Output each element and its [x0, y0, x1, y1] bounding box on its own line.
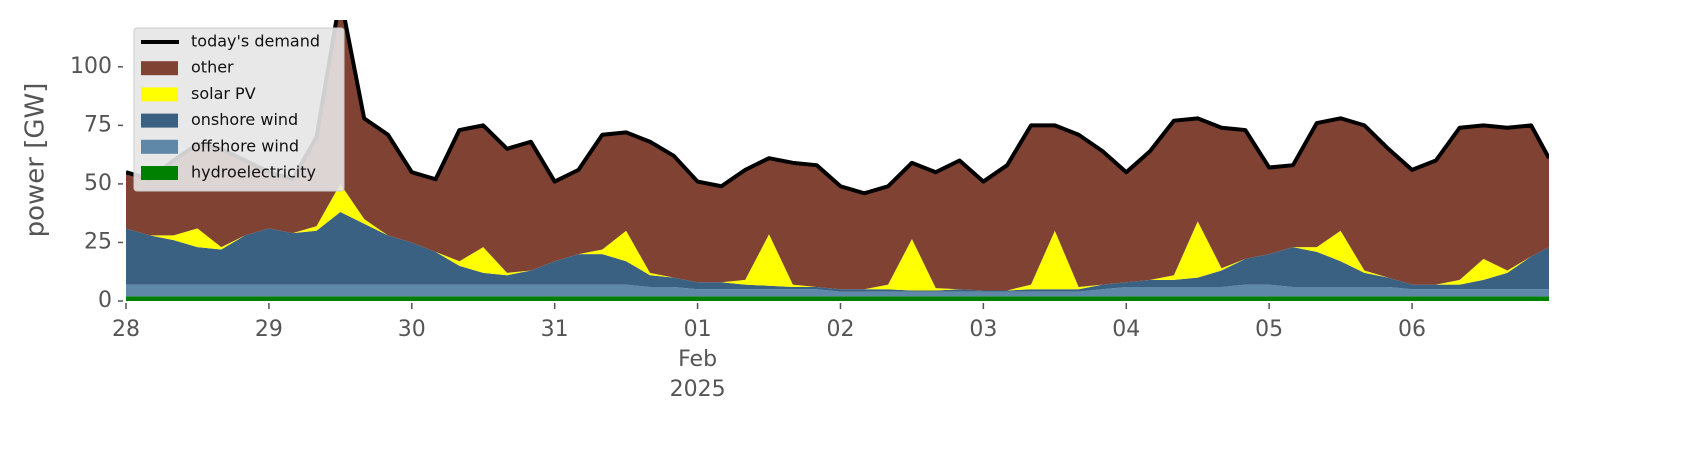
- legend-swatch: [141, 166, 178, 180]
- x-tick-label: 29: [255, 317, 283, 342]
- x-tick-label: 02: [826, 317, 854, 342]
- legend-label: onshore wind: [191, 110, 298, 129]
- x-tick-label: 01 Feb 2025: [670, 317, 726, 402]
- area: [126, 296, 1549, 301]
- y-tick-label: 50: [84, 171, 112, 196]
- x-tick-label: 30: [398, 317, 426, 342]
- y-tick-label: 25: [84, 229, 112, 254]
- area: [126, 284, 1549, 297]
- x-tick-label: 31: [541, 317, 569, 342]
- legend-label: offshore wind: [191, 136, 299, 155]
- legend-swatch: [141, 87, 178, 102]
- axes: 0 25 50 75 100 28 29 30 31 01 Feb 2025 02 03 04 05 06: [70, 54, 1549, 402]
- y-axis-label: power [GW]: [21, 83, 51, 238]
- legend-box: [133, 27, 345, 192]
- x-tick-label: 06: [1398, 317, 1426, 342]
- x-tick-label: 28: [112, 317, 140, 342]
- y-tick-label: 75: [84, 112, 112, 137]
- legend-swatch: [141, 139, 178, 154]
- plot-area: [126, 20, 1549, 301]
- y-tick-label: 0: [98, 288, 112, 313]
- legend-swatch: [141, 61, 178, 76]
- legend-label: other: [191, 58, 234, 77]
- area: [126, 20, 1549, 291]
- demand-line: [126, 20, 1549, 196]
- legend-label: today's demand: [191, 32, 320, 51]
- area: [126, 212, 1549, 292]
- legend: today's demand other solar PV onshore wind o…: [133, 27, 345, 192]
- area: [126, 183, 1549, 291]
- legend-label: hydroelectricity: [191, 163, 316, 182]
- x-tick-label: 03: [969, 317, 997, 342]
- x-tick-label: 04: [1112, 317, 1140, 342]
- y-tick-label: 100: [70, 54, 112, 79]
- x-tick-label: 05: [1255, 317, 1283, 342]
- legend-swatch: [141, 113, 178, 128]
- legend-label: solar PV: [191, 84, 256, 103]
